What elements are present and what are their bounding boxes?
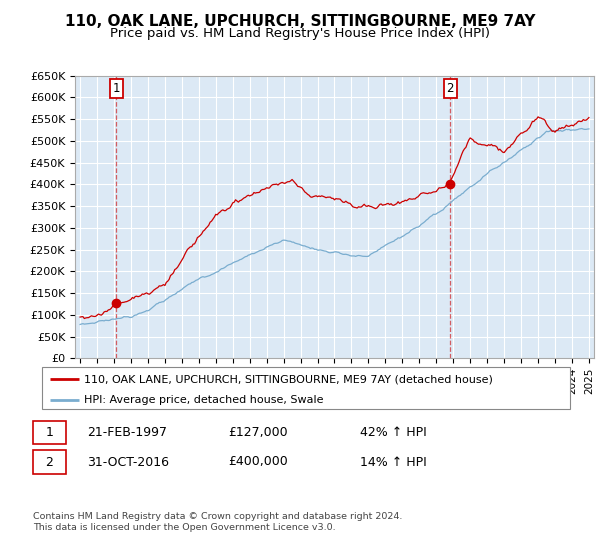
Text: Price paid vs. HM Land Registry's House Price Index (HPI): Price paid vs. HM Land Registry's House … <box>110 27 490 40</box>
Text: 14% ↑ HPI: 14% ↑ HPI <box>360 455 427 469</box>
Text: 31-OCT-2016: 31-OCT-2016 <box>87 455 169 469</box>
Text: £127,000: £127,000 <box>228 426 287 439</box>
Text: 2: 2 <box>446 82 454 95</box>
Text: HPI: Average price, detached house, Swale: HPI: Average price, detached house, Swal… <box>84 395 324 404</box>
Text: 110, OAK LANE, UPCHURCH, SITTINGBOURNE, ME9 7AY (detached house): 110, OAK LANE, UPCHURCH, SITTINGBOURNE, … <box>84 375 493 384</box>
Text: 21-FEB-1997: 21-FEB-1997 <box>87 426 167 439</box>
Text: Contains HM Land Registry data © Crown copyright and database right 2024.
This d: Contains HM Land Registry data © Crown c… <box>33 512 403 532</box>
Text: 110, OAK LANE, UPCHURCH, SITTINGBOURNE, ME9 7AY: 110, OAK LANE, UPCHURCH, SITTINGBOURNE, … <box>65 14 535 29</box>
Text: 2: 2 <box>46 455 53 469</box>
Text: £400,000: £400,000 <box>228 455 288 469</box>
Text: 1: 1 <box>112 82 120 95</box>
Text: 1: 1 <box>46 426 53 439</box>
Text: 42% ↑ HPI: 42% ↑ HPI <box>360 426 427 439</box>
